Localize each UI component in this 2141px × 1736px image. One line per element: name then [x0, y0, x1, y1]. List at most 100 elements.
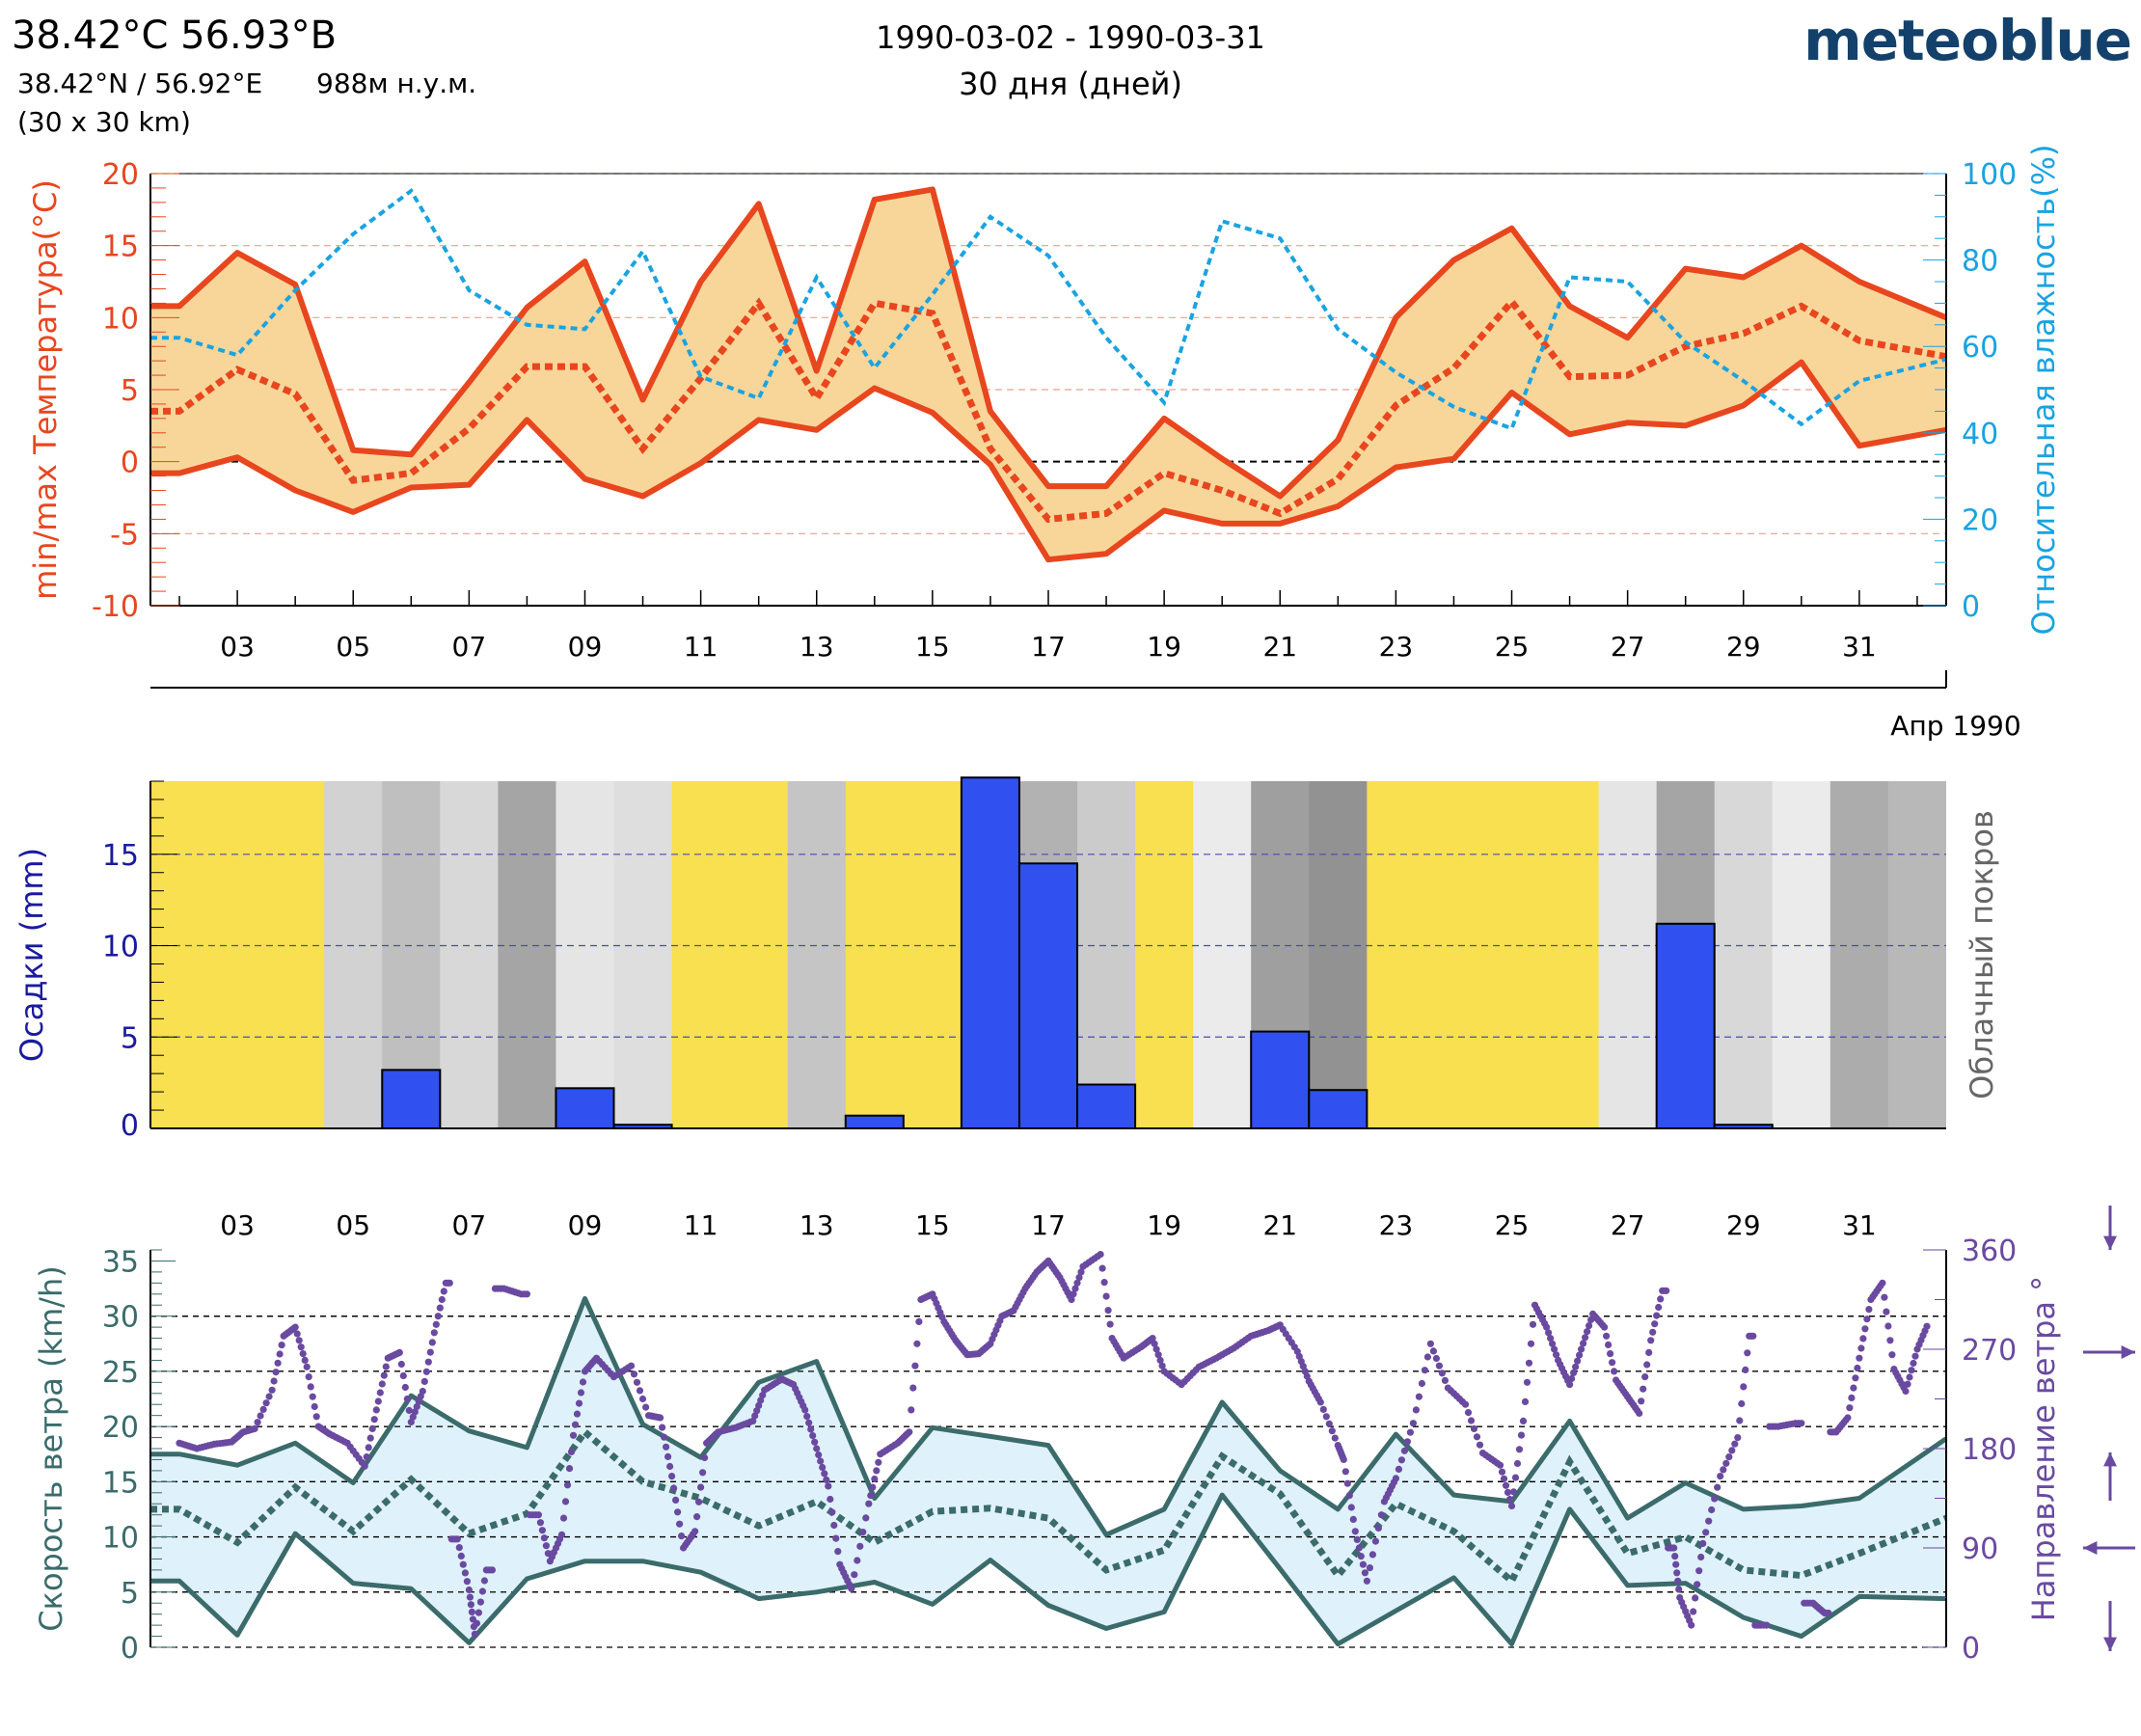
- cloud-cover-strip: [1772, 781, 1831, 1128]
- wind-direction-dot: [1655, 1303, 1663, 1312]
- wind-range-band: [150, 1298, 1946, 1644]
- wind-direction-dot: [1720, 1466, 1727, 1474]
- wind-direction-dot: [832, 1534, 840, 1542]
- wind-direction-dot: [1585, 1322, 1593, 1330]
- wind-direction-dot: [573, 1410, 582, 1418]
- wind-direction-dot: [434, 1313, 442, 1320]
- wind-direction-dot: [1464, 1409, 1473, 1417]
- wind-direction-dot: [1638, 1397, 1645, 1405]
- wind-direction-dot: [254, 1419, 261, 1426]
- wind-direction-dot: [1156, 1356, 1164, 1364]
- wind-direction-dot: [638, 1395, 647, 1403]
- wind-direction-dot: [403, 1395, 411, 1403]
- wind-direction-dot: [567, 1448, 576, 1455]
- wind-direction-dot: [1863, 1316, 1871, 1323]
- wind-direction-dot: [557, 1531, 566, 1538]
- wind-direction-dot: [1392, 1475, 1399, 1482]
- temperature-x-tick-label: 09: [568, 631, 603, 663]
- wind-direction-dot: [1731, 1440, 1739, 1448]
- wind-direction-dot: [1705, 1517, 1713, 1525]
- wind-direction-dot: [457, 1552, 465, 1560]
- cloud-cover-strip: [845, 781, 905, 1128]
- wind-direction-dot: [1547, 1335, 1555, 1343]
- wind-direction-dot: [1725, 1453, 1733, 1461]
- wind-direction-dot: [670, 1484, 678, 1492]
- wind-direction-dot: [1106, 1320, 1114, 1328]
- wind-x-tick-label: 15: [915, 1209, 950, 1241]
- wind-x-tick-label: 21: [1262, 1209, 1297, 1241]
- wind-direction-dot: [1825, 1609, 1832, 1617]
- wind-direction-dot: [1406, 1428, 1414, 1436]
- cloud-cover-strip: [1887, 781, 1946, 1128]
- wind-direction-dot: [1798, 1420, 1805, 1427]
- wind-direction-dot: [913, 1340, 921, 1347]
- wind-direction-dot: [1507, 1502, 1516, 1510]
- wind-direction-dot: [569, 1431, 578, 1439]
- wind-direction-dot: [1340, 1455, 1347, 1463]
- wind-direction-dot: [312, 1413, 320, 1421]
- wind-direction-dot: [809, 1432, 817, 1440]
- wind-direction-dot: [291, 1323, 299, 1331]
- wind-direction-dot: [666, 1462, 674, 1471]
- wind-direction-dot: [1553, 1351, 1560, 1359]
- cloud-cover-strip: [556, 781, 615, 1128]
- wind-direction-dot: [1647, 1337, 1655, 1344]
- wind-direction-dot: [426, 1348, 434, 1356]
- wind-direction-dot: [1572, 1363, 1580, 1370]
- temperature-tick-label: -10: [92, 590, 139, 624]
- wind-direction-dot: [659, 1424, 666, 1431]
- wind-direction-dot: [1663, 1287, 1670, 1294]
- wind-direction-dot: [633, 1378, 641, 1386]
- wind-direction-dot: [559, 1514, 568, 1522]
- wind-direction-dot: [1331, 1434, 1339, 1442]
- wind-direction-dot: [821, 1470, 828, 1478]
- cloud-cover-strip: [1829, 781, 1889, 1128]
- wind-direction-dot: [1432, 1354, 1440, 1363]
- meteoblue-logo[interactable]: meteoblue: [1803, 8, 2132, 73]
- south-wind-arrow-head: [2103, 1452, 2117, 1467]
- precipitation-panel: 15 10 5 0 Осадки (mm) Облачный покров: [14, 776, 2000, 1143]
- wind-direction-dot: [642, 1403, 650, 1411]
- precipitation-bar: [1250, 1030, 1311, 1130]
- wind-direction-dot: [1641, 1373, 1649, 1381]
- wind-direction-dot: [428, 1339, 436, 1346]
- wind-direction-dot: [397, 1360, 405, 1369]
- wind-direction-dot: [676, 1520, 684, 1528]
- wind-direction-dot: [488, 1566, 496, 1574]
- wind-direction-dot: [1527, 1340, 1535, 1347]
- temperature-mean-line: [150, 296, 1947, 524]
- precipitation-bar: [1017, 862, 1079, 1130]
- temperature-tick-label: 15: [102, 231, 139, 264]
- temperature-x-tick-label: 29: [1726, 631, 1761, 663]
- wind-direction-dot: [678, 1533, 686, 1540]
- wind-direction-dot: [1742, 1366, 1749, 1373]
- wind-direction-dot: [1345, 1492, 1353, 1500]
- wind-direction-dot: [577, 1389, 585, 1397]
- wind-direction-tick-label: 180: [1962, 1433, 2017, 1467]
- temperature-x-tick-label: 17: [1031, 631, 1066, 663]
- wind-direction-dot: [405, 1406, 413, 1415]
- wind-direction-dot: [536, 1519, 545, 1527]
- wind-direction-dot: [251, 1424, 258, 1432]
- wind-speed-tick-label: 10: [102, 1522, 139, 1556]
- precipitation-bar: [1308, 1089, 1369, 1130]
- wind-direction-dot: [1366, 1564, 1373, 1572]
- wind-direction-dot: [1549, 1340, 1557, 1347]
- wind-direction-dot: [663, 1443, 670, 1451]
- wind-direction-dot: [1738, 1399, 1746, 1408]
- wind-direction-dot: [259, 1405, 267, 1413]
- wind-speed-tick-label: 0: [121, 1632, 139, 1666]
- wind-direction-tick-label: 270: [1962, 1334, 2017, 1368]
- precipitation-tick-label: 5: [121, 1021, 139, 1055]
- wind-direction-dot: [1325, 1420, 1333, 1427]
- wind-direction-dot: [854, 1557, 861, 1564]
- cloud-cover-strip: [1540, 781, 1600, 1128]
- humidity-tick-label: 0: [1962, 590, 1980, 624]
- wind-direction-dot: [378, 1380, 386, 1388]
- temperature-x-tick-label: 11: [684, 631, 718, 663]
- precipitation-tick-label: 0: [121, 1109, 139, 1143]
- wind-direction-dot: [1566, 1381, 1574, 1389]
- wind-direction-dot: [538, 1527, 547, 1534]
- wind-direction-dot: [875, 1458, 882, 1466]
- wind-direction-dot: [368, 1424, 376, 1432]
